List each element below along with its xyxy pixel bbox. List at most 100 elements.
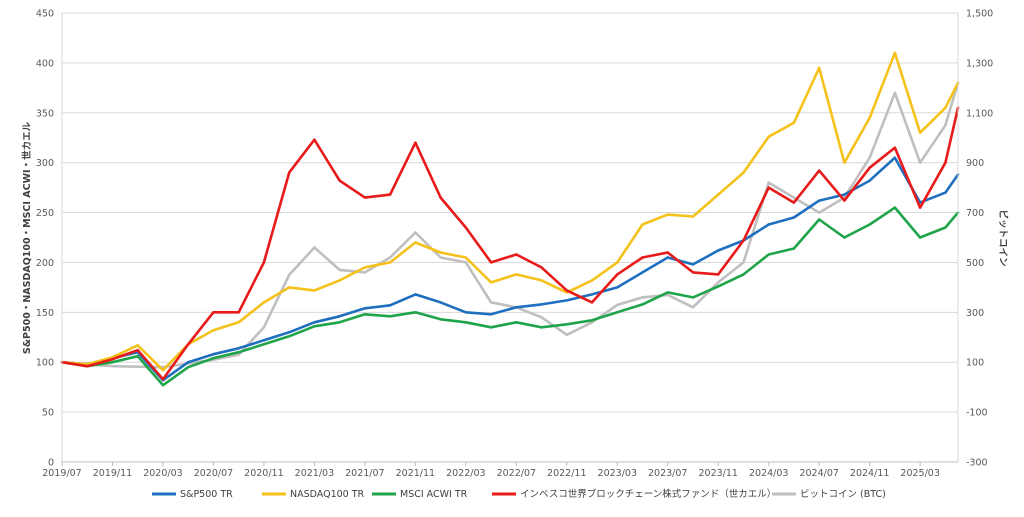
data-point [515,273,518,276]
y-tick-label-left: 350 [36,108,54,119]
data-point [666,251,669,254]
data-point [262,301,266,304]
legend-item: MSCI ACWI TR [372,489,468,500]
data-point [792,216,796,219]
data-point [742,239,745,242]
data-point [363,266,367,269]
data-point [792,201,796,204]
data-point [237,353,240,356]
x-tick-label: 2021/03 [295,468,334,479]
data-point [691,215,695,218]
data-point [742,261,745,264]
y-tick-label-left: 400 [36,58,54,69]
data-point [187,343,190,346]
data-point [313,138,316,141]
y-tick-label-left: 100 [36,358,54,369]
x-tick-label: 2019/11 [93,468,132,479]
data-point [489,261,493,264]
data-point [666,291,669,294]
x-tick-label: 2023/07 [648,468,687,479]
data-point [590,319,594,322]
data-point [388,304,392,307]
data-point [918,161,922,164]
data-point [414,293,417,296]
y-tick-label-left: 450 [36,9,54,20]
data-point [262,261,266,264]
data-point [691,296,695,299]
data-point [212,357,215,360]
data-point [843,161,846,164]
data-point [212,329,215,332]
data-point [666,213,669,216]
x-tick-label: 2023/11 [698,468,737,479]
data-point [414,141,417,144]
data-point [388,193,392,196]
y-tick-label-right: -100 [966,408,988,419]
data-point [717,281,720,284]
data-point [893,156,897,159]
legend-label: S&P500 TR [180,489,233,500]
data-point [691,263,695,266]
y-ticks-left: 0 50 100 150 200 250 300 350 400 450 [36,9,54,469]
data-point [641,303,644,306]
data-point [691,306,695,309]
x-tick-label: 2024/03 [749,468,788,479]
data-point [489,326,493,329]
x-tick-label: 2025/03 [900,468,939,479]
data-point [136,355,139,358]
data-point [767,223,770,226]
data-point [590,301,594,304]
data-point [944,161,947,164]
data-point [288,171,291,174]
legend-label: MSCI ACWI TR [400,489,468,500]
data-point [464,226,467,229]
data-point [616,261,619,264]
data-point [136,349,139,352]
data-point [288,273,291,277]
data-point [590,279,594,282]
data-point [717,273,720,276]
data-point [489,281,493,284]
y-tick-label-left: 250 [36,208,54,219]
data-point [792,121,796,125]
y-tick-label-right: 700 [966,208,984,219]
data-point [187,366,190,369]
data-point [439,318,442,321]
y-tick-label-right: 1,500 [966,9,993,20]
data-point [237,311,240,314]
data-point [464,321,467,324]
data-point [489,301,493,304]
data-point [767,135,770,138]
data-point [818,211,821,214]
data-point [540,303,543,306]
data-point [944,226,947,229]
data-point [590,293,594,296]
data-point [717,193,720,196]
data-point [540,316,543,319]
data-point [767,181,770,184]
data-point [338,179,341,182]
data-point [262,326,266,329]
data-point [414,241,417,244]
y-tick-label-left: 300 [36,158,54,169]
data-point [338,315,341,318]
data-point [515,321,518,324]
data-point [464,311,467,314]
data-point [161,384,165,387]
data-point [893,146,897,149]
data-point [616,303,619,307]
legend-item: インベスコ世界ブロックチェーン株式ファンド（世カエル） [492,488,776,500]
y-tick-label-left: 0 [48,458,54,469]
x-tick-label: 2022/03 [446,468,485,479]
data-point [489,313,493,316]
data-point [818,66,821,70]
x-tick-label: 2023/03 [598,468,637,479]
data-point [388,256,392,259]
y-tick-label-right: 500 [966,258,984,269]
y-axis-label-left: S&P500・NASDAQ100・MSCI ACWI・世カエル [21,121,33,354]
series-lines [60,51,960,387]
data-point [237,347,240,350]
data-point [136,344,139,347]
data-point [565,333,568,336]
